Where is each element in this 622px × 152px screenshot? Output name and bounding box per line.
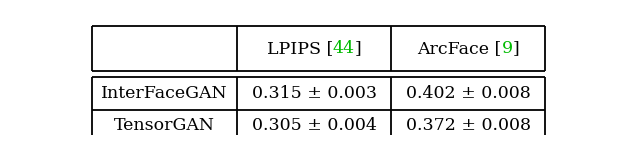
- Text: 0.372 ± 0.008: 0.372 ± 0.008: [406, 117, 531, 134]
- Text: ArcFace [: ArcFace [: [417, 40, 501, 57]
- Text: TensorGAN: TensorGAN: [114, 117, 215, 134]
- Text: InterFaceGAN: InterFaceGAN: [101, 85, 228, 102]
- Text: ]: ]: [513, 40, 519, 57]
- Text: 44: 44: [333, 40, 355, 57]
- Text: LPIPS [: LPIPS [: [267, 40, 333, 57]
- Text: 0.315 ± 0.003: 0.315 ± 0.003: [252, 85, 377, 102]
- Text: 0.305 ± 0.004: 0.305 ± 0.004: [252, 117, 377, 134]
- Text: ]: ]: [355, 40, 362, 57]
- Text: 0.402 ± 0.008: 0.402 ± 0.008: [406, 85, 531, 102]
- Text: 9: 9: [501, 40, 513, 57]
